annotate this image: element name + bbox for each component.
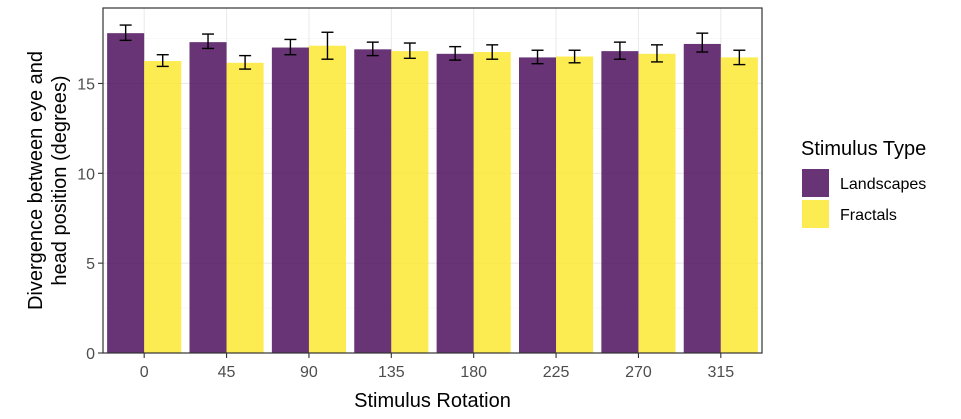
x-tick-label: 45 (218, 364, 236, 381)
bar-fractals-225 (556, 56, 594, 353)
bar-fractals-180 (473, 52, 511, 353)
legend-label-landscapes: Landscapes (840, 176, 926, 193)
y-axis-title-line: Divergence between eye and (25, 51, 47, 310)
y-axis-title: Divergence between eye and head position … (25, 51, 71, 310)
error-bar-landscapes-270 (613, 41, 626, 60)
bar-landscapes-180 (436, 53, 474, 353)
error-bars (119, 24, 746, 70)
bar-landscapes-90 (271, 47, 309, 353)
bar-landscapes-45 (189, 42, 227, 353)
bar-fractals-45 (226, 62, 264, 353)
error-bar-landscapes-225 (531, 49, 544, 65)
x-tick-label: 225 (543, 364, 570, 381)
legend-key-landscapes (802, 169, 829, 197)
y-axis-title-line: head position (degrees) (49, 75, 71, 285)
legend-label-fractals: Fractals (840, 207, 897, 224)
bar-landscapes-315 (683, 43, 721, 353)
error-bar-fractals-90 (321, 31, 334, 60)
y-tick-label: 10 (77, 166, 95, 183)
x-tick-label: 0 (140, 364, 149, 381)
y-tick-label: 5 (86, 256, 95, 273)
bar-fractals-135 (391, 51, 429, 353)
y-tick-label: 0 (86, 346, 95, 363)
error-bar-landscapes-135 (366, 41, 379, 57)
x-tick-label: 90 (300, 364, 318, 381)
x-tick-label: 180 (460, 364, 487, 381)
bar-fractals-270 (638, 53, 676, 353)
bar-fractals-0 (144, 61, 182, 353)
legend-title: Stimulus Type (801, 138, 926, 160)
y-tick-label: 15 (77, 76, 95, 93)
error-bar-fractals-45 (239, 54, 252, 70)
legend: Stimulus Type Landscapes Fractals (801, 138, 926, 228)
error-bar-landscapes-315 (696, 32, 709, 53)
bar-landscapes-135 (354, 49, 392, 353)
x-tick-label: 270 (625, 364, 652, 381)
bar-landscapes-270 (601, 51, 639, 353)
error-bar-landscapes-0 (119, 24, 132, 42)
error-bar-fractals-225 (568, 49, 581, 64)
x-axis-title: Stimulus Rotation (354, 390, 511, 412)
bar-fractals-90 (308, 45, 347, 353)
error-bar-fractals-135 (403, 42, 416, 60)
legend-key-fractals (802, 200, 829, 228)
bar-landscapes-0 (107, 33, 145, 353)
bar-fractals-315 (720, 57, 758, 353)
x-tick-label: 315 (707, 364, 734, 381)
error-bar-fractals-315 (733, 49, 746, 66)
bars (107, 33, 758, 353)
plot-panel-border (102, 7, 763, 354)
error-bar-fractals-180 (486, 44, 499, 60)
bar-landscapes-225 (518, 57, 557, 353)
error-bar-landscapes-90 (284, 38, 297, 56)
error-bar-landscapes-180 (449, 45, 462, 61)
x-tick-label: 135 (378, 364, 405, 381)
error-bar-fractals-270 (650, 44, 663, 63)
error-bar-fractals-0 (156, 54, 169, 68)
error-bar-landscapes-45 (202, 33, 215, 50)
axes: 0 5 10 15 0 45 90 135 180 225 270 315 (77, 76, 734, 381)
